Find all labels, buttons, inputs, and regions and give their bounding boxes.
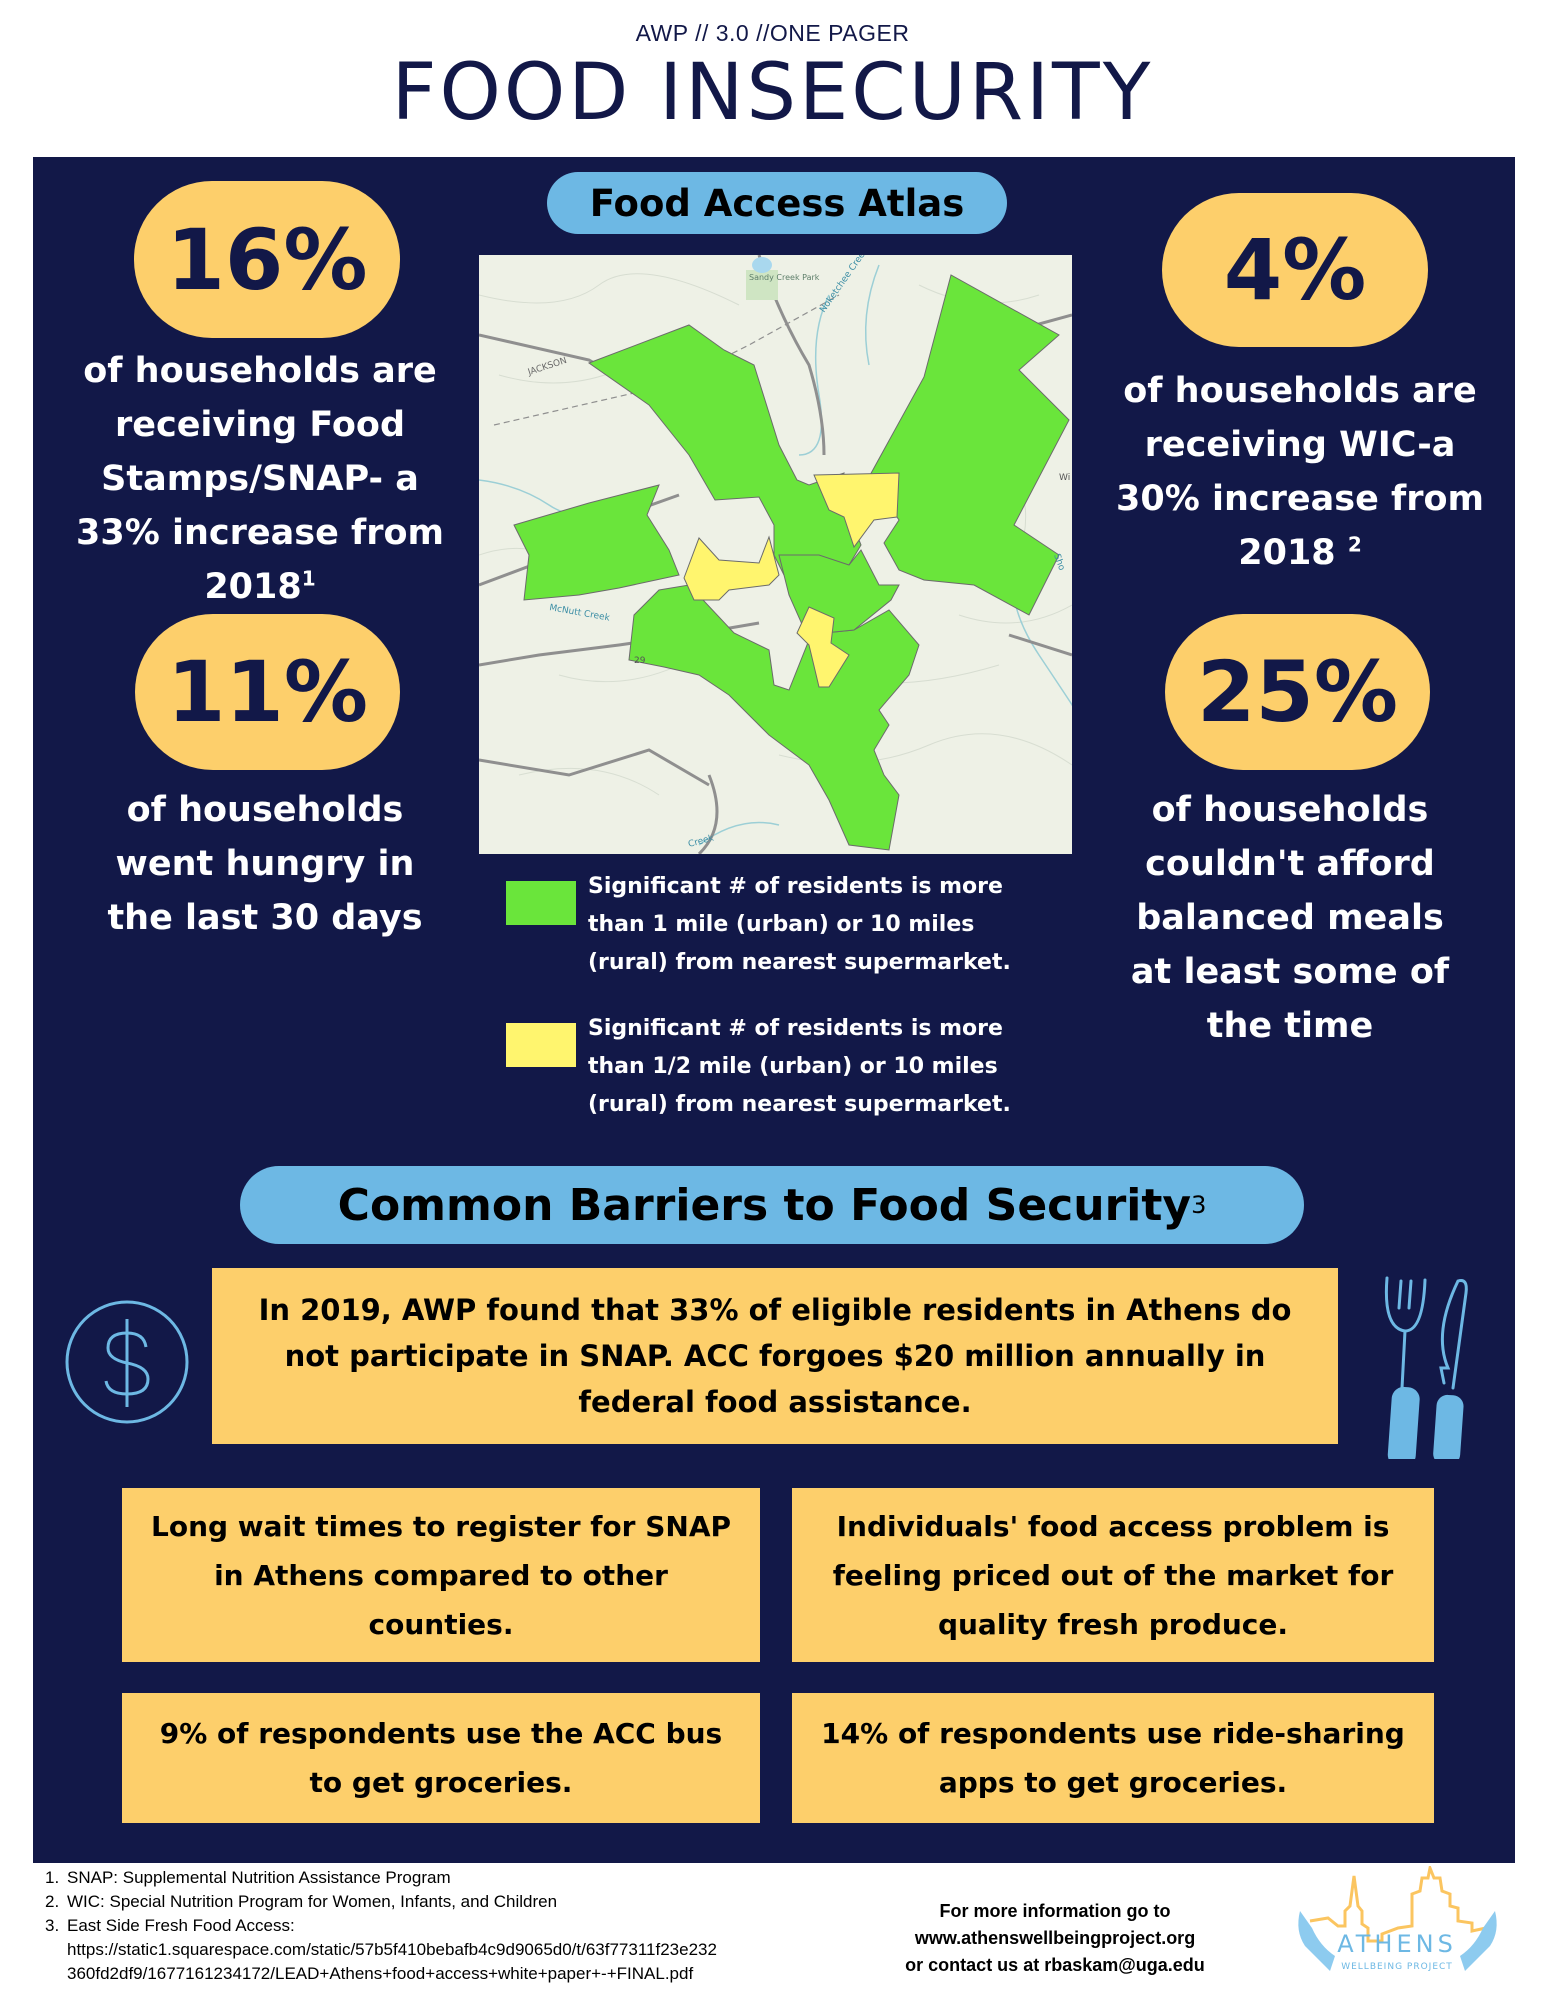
food-access-map[interactable]: Sandy Creek Park JACKSON Noketchee Creek…	[479, 255, 1072, 854]
legend-swatch-yellow	[506, 1023, 576, 1067]
footnote-url-cont[interactable]: 360fd2df9/1677161234172/LEAD+Athens+food…	[67, 1964, 694, 1983]
stat-description-snap: of households are receiving Food Stamps/…	[76, 351, 444, 607]
footnote-ref: 3	[1191, 1191, 1207, 1219]
barrier-box-ride-sharing: 14% of respondents use ride-sharing apps…	[792, 1693, 1434, 1823]
barriers-title: Common Barriers to Food Security 3	[240, 1166, 1304, 1244]
barrier-box-wait-times: Long wait times to register for SNAP in …	[122, 1488, 760, 1662]
atlas-title: Food Access Atlas	[547, 172, 1007, 234]
legend-text-yellow: Significant # of residents is more than …	[588, 1016, 1011, 1117]
legend-text-green: Significant # of residents is more than …	[588, 874, 1011, 975]
contact-info: For more information go to www.athenswel…	[905, 1898, 1205, 1979]
website-link[interactable]: www.athenswellbeingproject.org	[914, 1928, 1196, 1948]
fork-knife-icon	[1378, 1273, 1470, 1468]
map-label-highway: 29	[634, 656, 646, 666]
logo-tagline: WELLBEING PROJECT	[1341, 1962, 1453, 1972]
footnote-item: 1. SNAP: Supplemental Nutrition Assistanc…	[45, 1868, 451, 1887]
stat-value: 4%	[1223, 221, 1367, 319]
footnote-url[interactable]: https://static1.squarespace.com/static/5…	[67, 1940, 717, 1959]
stat-value: 11%	[166, 643, 369, 741]
stat-badge-wic: 4%	[1162, 193, 1428, 347]
stat-description-hungry: of households went hungry in the last 30…	[107, 790, 423, 938]
stat-badge-balanced-meals: 25%	[1165, 614, 1430, 770]
logo-name: ATHENS	[1337, 1930, 1457, 1958]
map-label: Sandy Creek Park	[749, 273, 820, 282]
contact-email[interactable]: or contact us at rbaskam@uga.edu	[905, 1955, 1205, 1975]
stat-badge-snap: 16%	[134, 181, 400, 338]
barrier-box-priced-out: Individuals' food access problem is feel…	[792, 1488, 1434, 1662]
footnotes-list: 1. SNAP: Supplemental Nutrition Assistanc…	[45, 1866, 717, 1986]
footnote-item: 2. WIC: Special Nutrition Program for Wom…	[45, 1892, 558, 1911]
footnote-ref: 1	[301, 566, 316, 591]
map-label: Wi	[1059, 473, 1070, 483]
document-subtitle: AWP // 3.0 //ONE PAGER	[635, 20, 910, 46]
stat-badge-hungry: 11%	[135, 614, 400, 770]
stat-description-wic: of households are receiving WIC-a 30% in…	[1116, 371, 1484, 573]
footnote-item: 3. East Side Fresh Food Access:	[45, 1916, 295, 1935]
barrier-main-box: In 2019, AWP found that 33% of eligible …	[212, 1268, 1338, 1444]
footnote-ref: 2	[1347, 532, 1362, 557]
dollar-icon	[64, 1299, 190, 1425]
barrier-box-acc-bus: 9% of respondents use the ACC bus to get…	[122, 1693, 760, 1823]
athens-wellbeing-logo: ATHENS WELLBEING PROJECT	[1290, 1862, 1505, 1981]
stat-description-balanced-meals: of households couldn't afford balanced m…	[1130, 790, 1450, 1046]
legend-swatch-green	[506, 881, 576, 925]
stat-value: 16%	[166, 210, 368, 309]
stat-value: 25%	[1196, 643, 1399, 741]
page-title: FOOD INSECURITY	[391, 48, 1154, 138]
map-graphic: Sandy Creek Park JACKSON Noketchee Creek…	[479, 255, 1072, 854]
